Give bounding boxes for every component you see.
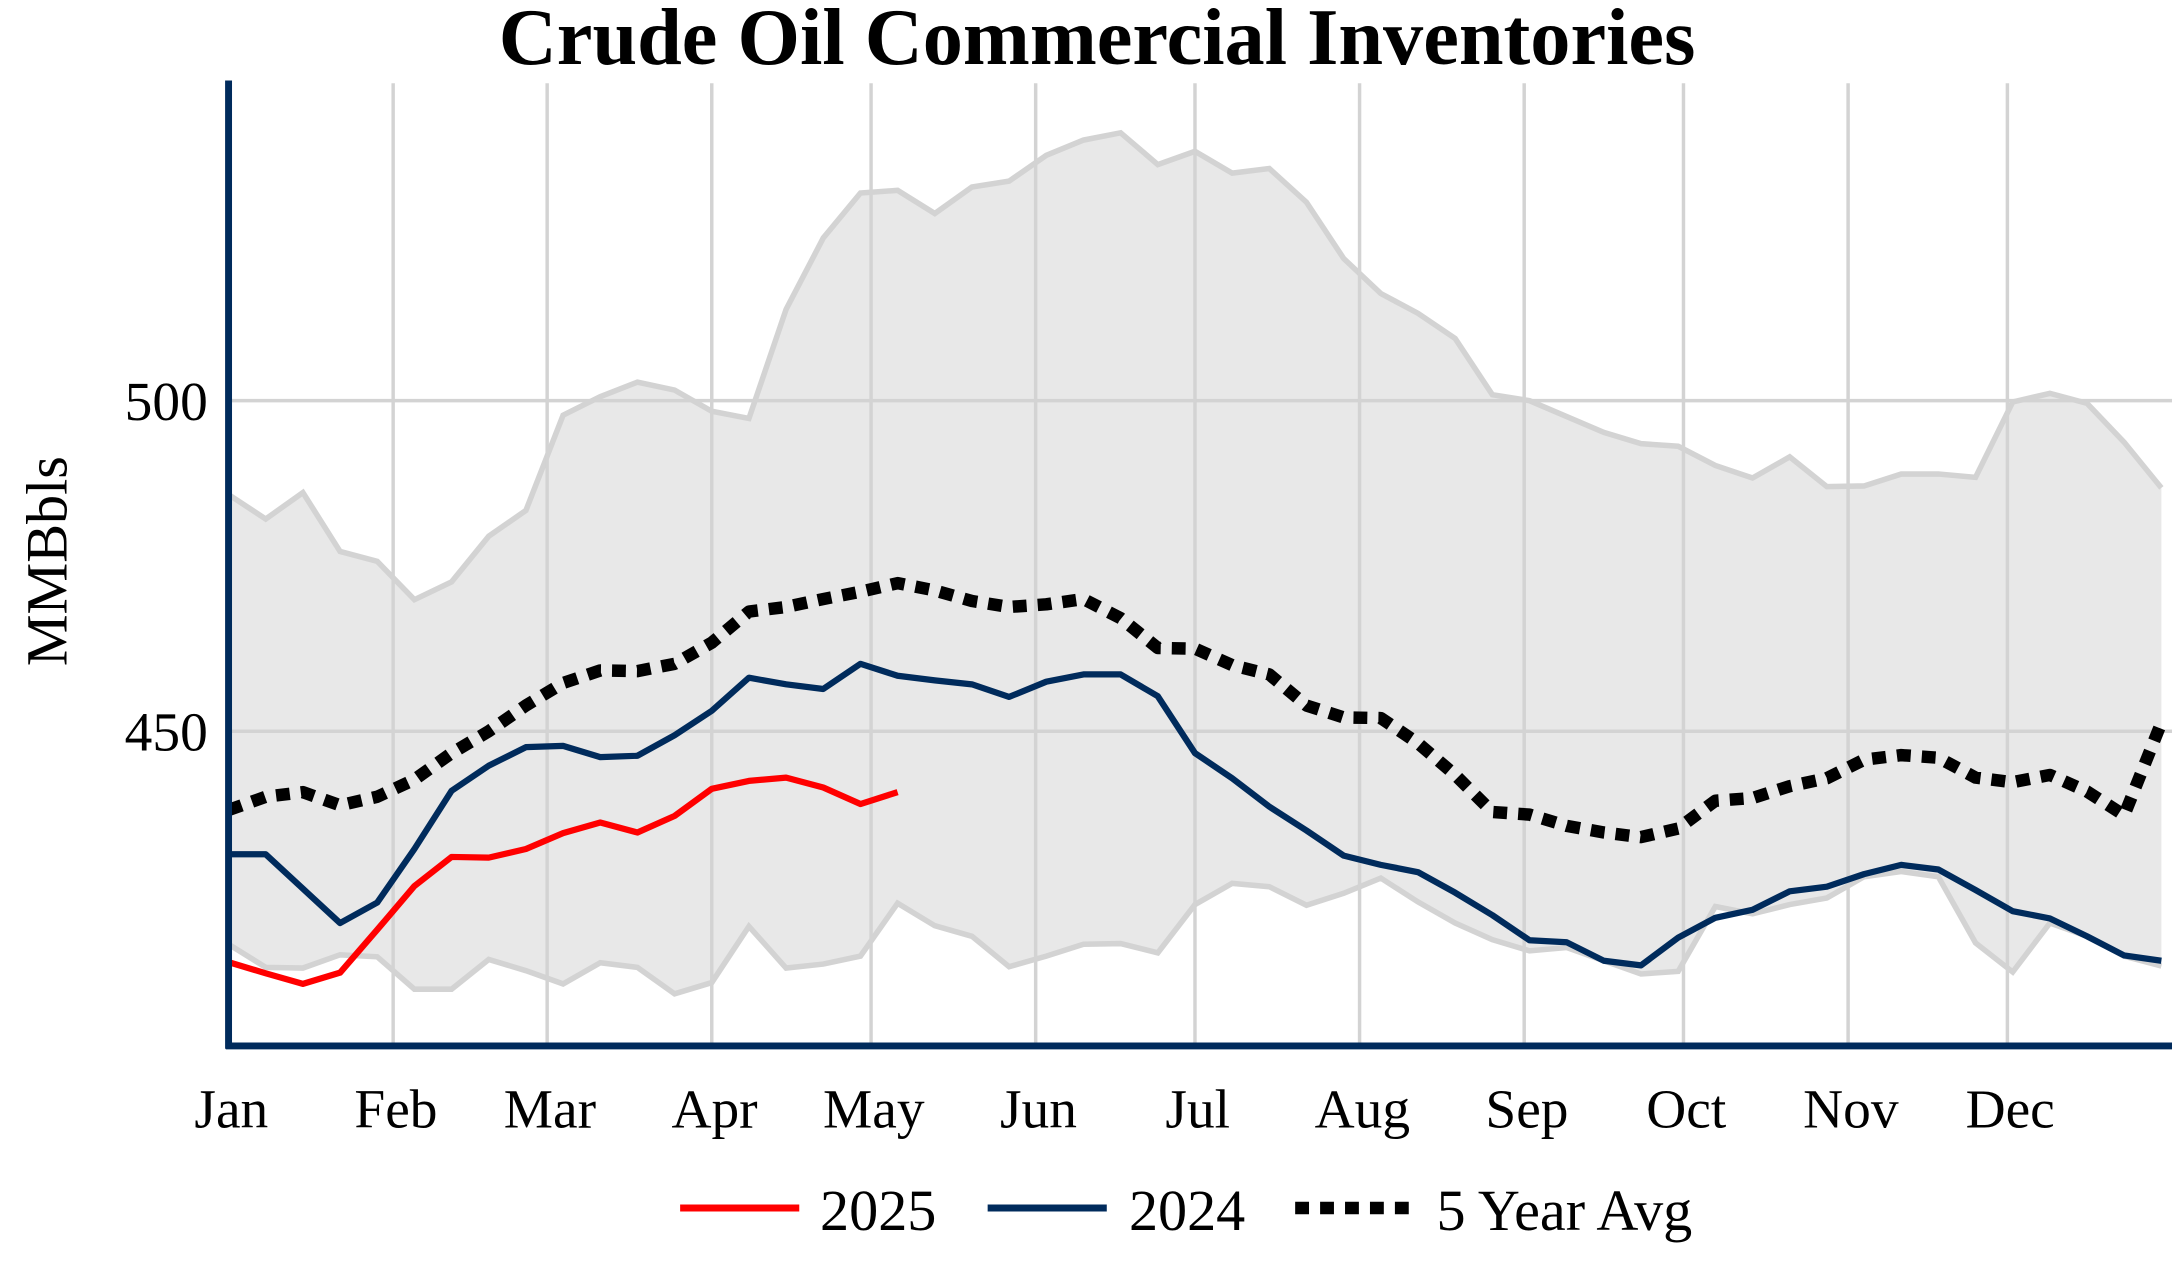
x-tick-label: Sep bbox=[1485, 1079, 1568, 1140]
series-lines bbox=[226, 576, 2168, 988]
x-tick-label: Aug bbox=[1315, 1079, 1410, 1140]
y-tick-labels: 450 500 bbox=[125, 371, 208, 763]
x-tick-label: Jul bbox=[1165, 1079, 1230, 1140]
x-tick-label: Dec bbox=[1966, 1079, 2055, 1140]
x-tick-label: Oct bbox=[1646, 1079, 1727, 1140]
x-tick-labels: Jan Feb Mar Apr May Jun Jul Aug Sep Oct Nov Dec bbox=[194, 1079, 2054, 1140]
y-tick-label: 500 bbox=[125, 371, 208, 432]
legend: 2025 2024 5 Year Avg bbox=[680, 1178, 1692, 1243]
legend-label: 5 Year Avg bbox=[1436, 1178, 1692, 1243]
y-tick-label: 450 bbox=[125, 702, 208, 763]
gridlines bbox=[228, 83, 2172, 1049]
x-tick-label: Apr bbox=[671, 1079, 757, 1140]
x-tick-label: Feb bbox=[354, 1079, 437, 1140]
x-tick-label: Jun bbox=[1000, 1079, 1077, 1140]
series-line-2024 bbox=[228, 660, 2162, 969]
x-tick-label: Nov bbox=[1803, 1079, 1899, 1140]
y-axis-label: MMBbls bbox=[14, 456, 79, 666]
legend-label: 2024 bbox=[1129, 1178, 1245, 1243]
series-line-5-year-avg bbox=[226, 576, 2168, 844]
x-tick-label: Mar bbox=[504, 1079, 596, 1140]
legend-label: 2025 bbox=[820, 1178, 936, 1243]
x-tick-label: Jan bbox=[194, 1079, 268, 1140]
chart-title: Crude Oil Commercial Inventories bbox=[499, 0, 1696, 82]
x-tick-label: May bbox=[823, 1079, 925, 1140]
series-line-2025 bbox=[227, 774, 899, 988]
